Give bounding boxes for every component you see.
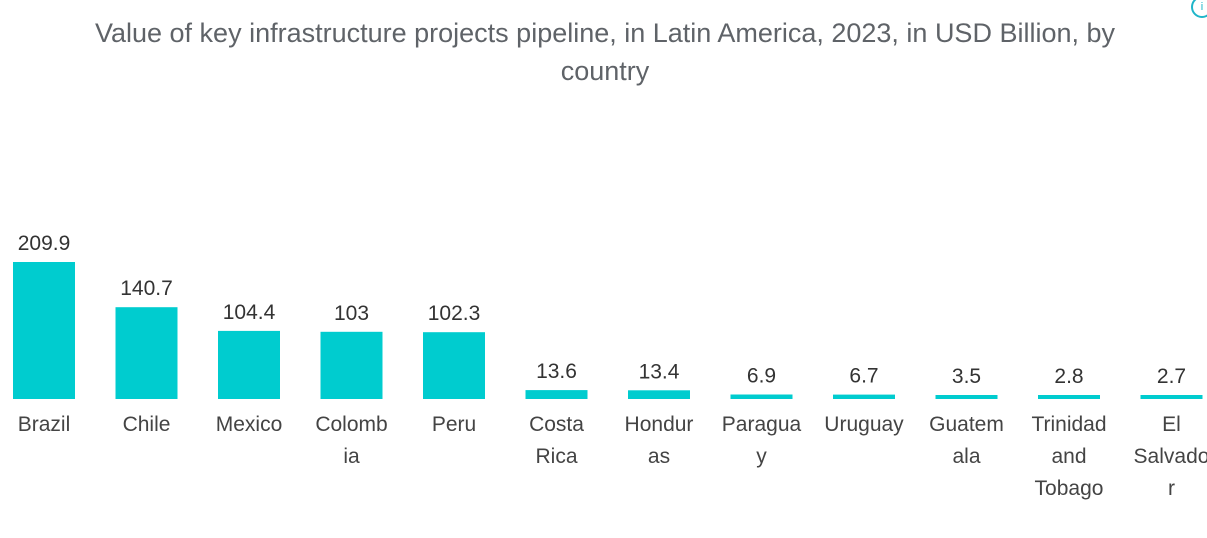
bar-colombia[interactable] [320,331,383,399]
bar-mexico[interactable] [218,330,280,399]
bar-brazil[interactable] [13,262,75,399]
value-label: 6.9 [747,365,776,388]
value-label: 103 [334,302,369,325]
chart-title-line-1: Value of key infrastructure projects pip… [94,18,1115,48]
chart-title: Value of key infrastructure projects pip… [0,14,1207,90]
bar-trinidad-and-tobago[interactable] [1038,395,1100,399]
value-label: 2.8 [1054,365,1083,388]
bar-el-salvador[interactable] [1140,395,1203,399]
bar-costa-rica[interactable] [525,390,588,399]
value-label: 140.7 [120,277,173,300]
bar-honduras[interactable] [628,390,690,399]
category-label: Chile [123,413,171,436]
category-label: Costa [529,413,584,436]
category-label: Mexico [216,413,283,436]
value-label: 13.4 [639,360,680,383]
category-label: r [1168,477,1175,500]
bar-chile[interactable] [115,307,178,399]
category-label: Salvado [1134,445,1207,468]
category-label: ala [952,445,980,468]
value-label: 104.4 [223,301,276,324]
category-label: as [648,445,670,468]
category-label: Peru [432,413,476,436]
category-label: Trinidad [1031,413,1106,436]
value-label: 209.9 [18,232,71,255]
category-label: Paragua [722,413,802,436]
category-label: y [756,445,767,468]
bar-guatemala[interactable] [935,395,998,399]
value-label: 6.7 [849,365,878,388]
category-label: Hondur [625,413,694,436]
category-label: ia [343,445,360,468]
value-label: 102.3 [428,302,481,325]
bar-paraguay[interactable] [730,394,793,400]
value-label: 13.6 [536,360,577,383]
category-label: and [1051,445,1086,468]
value-label: 3.5 [952,365,981,388]
info-icon[interactable]: i [1191,0,1207,18]
category-label: Rica [535,445,577,468]
bar-uruguay[interactable] [833,394,895,399]
category-label: Uruguay [824,413,904,436]
category-label: Brazil [18,413,71,436]
value-label: 2.7 [1157,365,1186,388]
category-label: Colomb [315,413,387,436]
category-label: Tobago [1035,477,1104,500]
category-label: Guatem [929,413,1004,436]
bar-peru[interactable] [423,332,485,399]
chart-title-line-2: country [560,56,650,86]
category-label: El [1162,413,1181,436]
